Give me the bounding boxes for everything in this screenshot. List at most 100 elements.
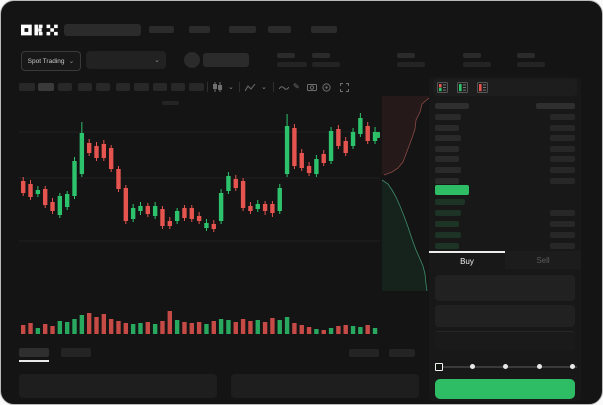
nav-item[interactable] [189, 26, 210, 33]
slider-handle[interactable] [435, 363, 443, 371]
orderbook-amount-header [536, 103, 575, 109]
timeframe-button[interactable] [58, 83, 72, 91]
timeframe-button[interactable] [153, 83, 167, 91]
book-price-cell[interactable] [435, 145, 459, 152]
order-amount-input[interactable] [435, 305, 575, 327]
timeframe-button[interactable] [116, 83, 130, 91]
book-price-cell[interactable] [435, 210, 461, 216]
timeframe-button[interactable] [189, 83, 204, 91]
candle-style-icon[interactable] [212, 82, 223, 92]
market-type-label: Spot Trading [27, 57, 65, 65]
nav-item[interactable] [311, 26, 337, 33]
timeframe-button[interactable] [96, 83, 110, 91]
buy-button[interactable] [435, 379, 575, 399]
book-all-icon[interactable] [437, 82, 448, 93]
book-price-cell[interactable] [435, 232, 461, 238]
ticker-stat-value [463, 62, 491, 67]
order-total-field[interactable] [435, 331, 575, 350]
market-type-dropdown[interactable]: Spot Trading ⌄ [21, 51, 81, 71]
timeframe-button[interactable] [38, 83, 54, 91]
book-price-cell[interactable] [435, 221, 459, 227]
slider-dot[interactable] [536, 364, 542, 369]
tab-sell[interactable]: Sell [505, 251, 581, 269]
sell-tab-label: Sell [536, 255, 550, 265]
wave-tool-icon[interactable] [279, 85, 289, 91]
chevron-down-icon: ⌄ [154, 56, 160, 64]
toolbar-divider [273, 82, 274, 92]
bottom-panel-right[interactable] [231, 374, 419, 398]
book-price-cell[interactable] [435, 199, 465, 205]
buy-tab-label: Buy [460, 256, 474, 266]
book-price-cell[interactable] [435, 156, 459, 163]
timeframe-button[interactable] [171, 83, 185, 91]
chart-option[interactable] [389, 349, 415, 357]
nav-item[interactable] [149, 26, 174, 33]
volume-chart [21, 311, 378, 334]
book-amount-cell [550, 124, 575, 131]
candlestick-chart[interactable] [19, 101, 380, 271]
settings-icon[interactable] [322, 83, 331, 92]
book-amount-cell [550, 177, 575, 184]
slider-dot[interactable] [469, 364, 475, 369]
ticker-stat-label [277, 53, 295, 58]
toolbar-divider [207, 82, 208, 92]
timeframe-button[interactable] [134, 83, 149, 91]
book-sell-icon[interactable] [477, 82, 488, 93]
chart-option[interactable] [349, 349, 379, 357]
book-price-cell[interactable] [435, 243, 459, 249]
fullscreen-icon[interactable] [340, 83, 349, 92]
book-amount-cell [550, 232, 575, 238]
tab-buy[interactable]: Buy [429, 253, 505, 269]
right-panel: Buy Sell [429, 77, 581, 401]
last-price-bar [435, 185, 469, 195]
amount-slider[interactable] [435, 361, 577, 373]
ticker-stat-label [397, 53, 415, 58]
last-price-tag [375, 132, 380, 138]
slider-dot[interactable] [503, 364, 508, 369]
search-input[interactable] [64, 24, 141, 36]
depth-chart [382, 96, 429, 291]
chart-tab[interactable] [61, 348, 91, 357]
book-price-cell[interactable] [435, 167, 461, 173]
pair-price-placeholder [203, 53, 249, 67]
book-amount-cell [550, 145, 575, 152]
book-price-cell[interactable] [435, 114, 461, 120]
buy-tab-indicator [429, 251, 505, 253]
chevron-down-icon: ⌄ [68, 57, 75, 65]
book-price-cell[interactable] [435, 135, 461, 142]
slider-dot[interactable] [570, 364, 575, 369]
chart-legend-placeholder [162, 101, 179, 105]
ticker-stat-value [397, 62, 425, 67]
okx-logo[interactable] [21, 23, 60, 37]
ticker-stat-label [463, 53, 481, 58]
nav-item[interactable] [229, 26, 256, 33]
pair-dropdown[interactable]: ⌄ [86, 51, 166, 69]
bottom-panel-left[interactable] [19, 374, 217, 398]
chevron-down-icon[interactable]: ⌄ [261, 84, 267, 91]
ticker-stat-label [312, 53, 330, 58]
ticker-stat-label [517, 53, 535, 58]
book-amount-cell [550, 167, 575, 173]
timeframe-button[interactable] [19, 83, 35, 91]
ticker-stat-value [312, 62, 340, 67]
chevron-down-icon[interactable]: ⌄ [228, 84, 234, 91]
book-amount-cell [550, 135, 575, 142]
book-amount-cell [550, 221, 575, 227]
camera-icon[interactable] [307, 83, 317, 91]
order-price-input[interactable] [435, 275, 575, 301]
book-price-cell[interactable] [435, 124, 459, 131]
timeframe-button[interactable] [78, 83, 92, 91]
book-price-cell[interactable] [435, 177, 459, 184]
chart-tab-active[interactable] [19, 348, 49, 357]
draw-pencil-icon[interactable]: ✎ [293, 82, 300, 91]
book-amount-cell [550, 243, 575, 249]
coin-avatar [184, 52, 200, 68]
orderbook-toolbar [433, 79, 577, 96]
book-buy-icon[interactable] [457, 82, 468, 93]
orderbook-price-header [435, 103, 469, 109]
book-amount-cell [550, 210, 575, 216]
nav-item[interactable] [268, 26, 291, 33]
toolbar-divider [239, 82, 240, 92]
indicators-icon[interactable] [245, 83, 256, 92]
